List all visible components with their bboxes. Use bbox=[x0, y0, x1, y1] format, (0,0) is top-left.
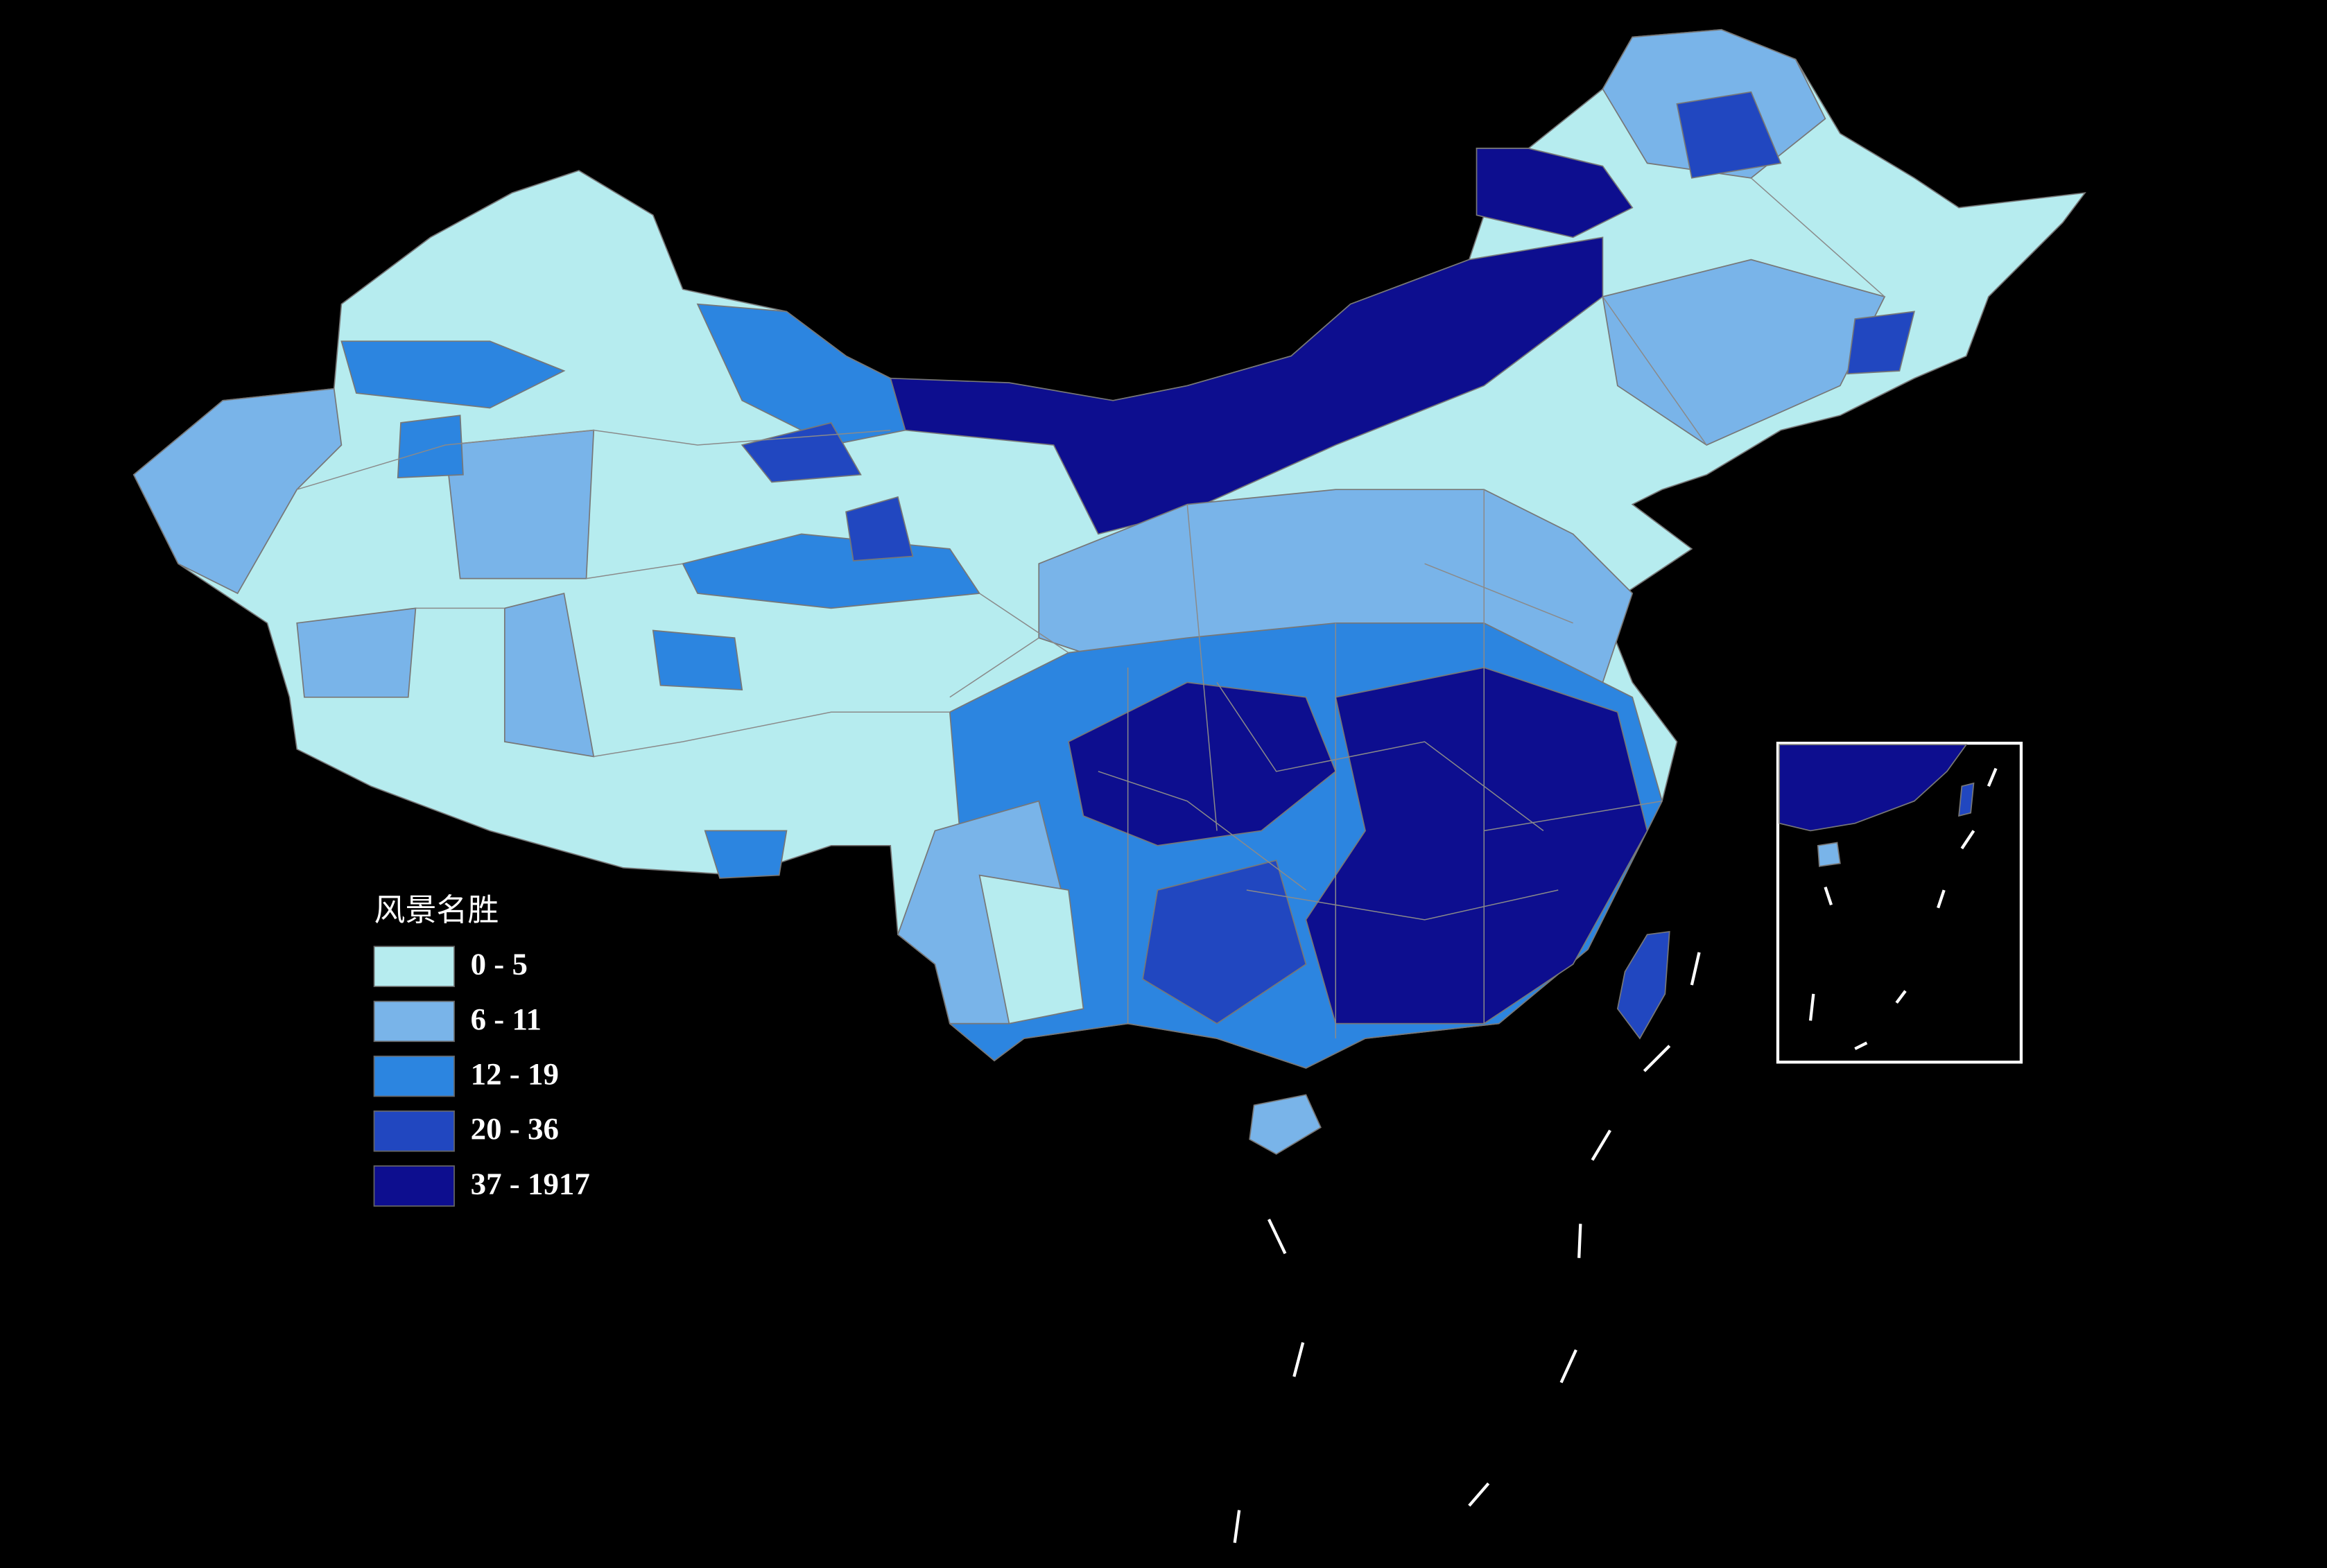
region bbox=[1602, 259, 1886, 446]
region bbox=[890, 236, 1604, 535]
legend-swatch bbox=[373, 946, 455, 987]
region bbox=[1142, 860, 1307, 1025]
region bbox=[845, 496, 914, 561]
taiwan bbox=[1616, 930, 1670, 1040]
legend-label: 0 - 5 bbox=[471, 947, 528, 982]
legend-title: 风景名胜 bbox=[374, 891, 499, 928]
region bbox=[296, 607, 417, 698]
inset-region bbox=[1779, 744, 1968, 832]
legend-label: 20 - 36 bbox=[471, 1111, 559, 1146]
region bbox=[1676, 91, 1782, 179]
region bbox=[397, 415, 464, 478]
legend-label: 12 - 19 bbox=[471, 1056, 559, 1091]
region bbox=[340, 340, 566, 409]
region bbox=[741, 421, 862, 483]
region bbox=[1068, 681, 1337, 846]
inset-region bbox=[1958, 782, 1975, 817]
legend-label: 6 - 11 bbox=[471, 1002, 542, 1036]
legend-swatch bbox=[373, 1110, 455, 1152]
region bbox=[1846, 311, 1915, 375]
region bbox=[704, 830, 788, 879]
region bbox=[978, 874, 1084, 1025]
legend-label: 37 - 1917 bbox=[471, 1166, 590, 1201]
region bbox=[1476, 148, 1634, 238]
legend-swatch bbox=[373, 1165, 455, 1207]
inset-region bbox=[1817, 842, 1841, 867]
region bbox=[444, 429, 595, 580]
legend-swatch bbox=[373, 1055, 455, 1097]
legend-swatch bbox=[373, 1000, 455, 1043]
region bbox=[132, 387, 343, 595]
legend: 风景名胜 0 - 5 6 - 11 12 - 19 20 - 36 37 - 1917 bbox=[373, 891, 590, 1207]
maritime-boundary bbox=[1233, 952, 1701, 1543]
hainan bbox=[1249, 1094, 1322, 1155]
region bbox=[652, 629, 743, 691]
inset-map bbox=[1776, 742, 2023, 1064]
borders bbox=[297, 177, 1885, 1039]
